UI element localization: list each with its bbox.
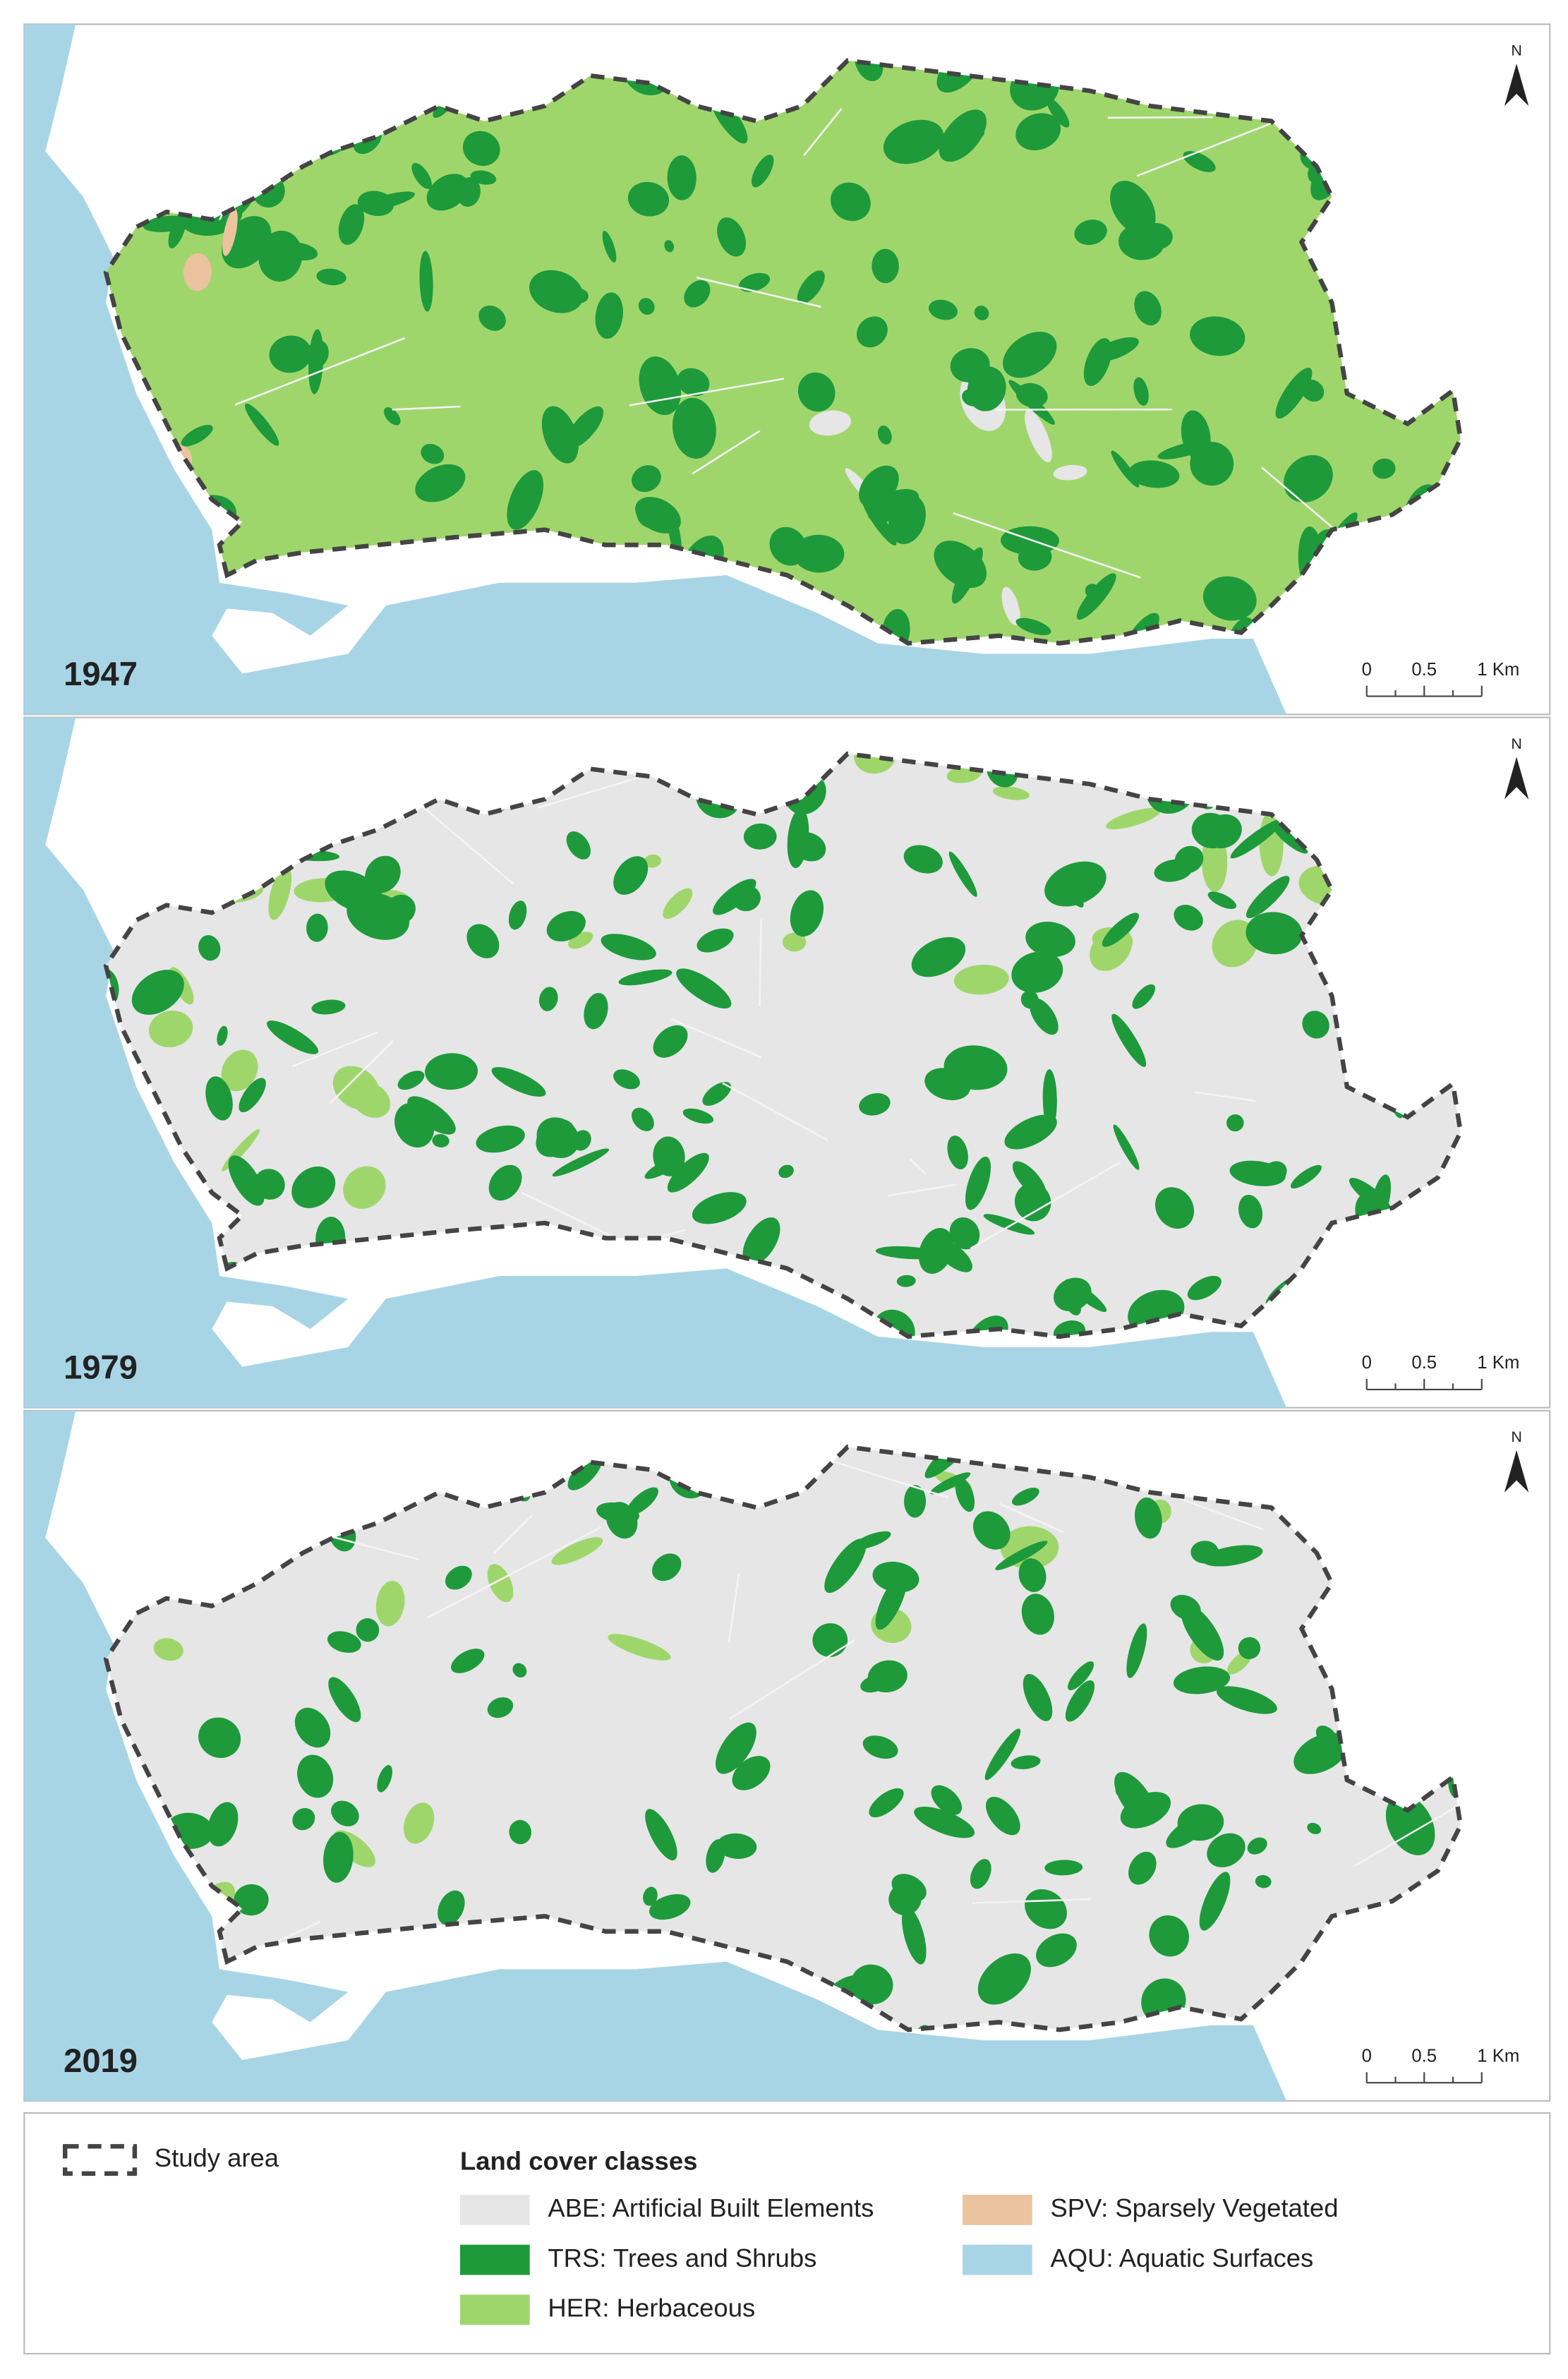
- legend-swatch: [963, 2245, 1032, 2275]
- legend-swatch: [460, 2294, 530, 2325]
- north-label: N: [1511, 735, 1521, 752]
- legend-swatch: [460, 2195, 530, 2225]
- scale-label: 0.5: [1411, 660, 1437, 680]
- year-label: 2019: [64, 2042, 138, 2079]
- map-panel: 2019 N 0 0.5 1 Km: [24, 1411, 1550, 2101]
- legend-study-area-label: Study area: [155, 2143, 279, 2172]
- legend-label: HER: Herbaceous: [548, 2294, 755, 2323]
- map-panel: 1947 N 0 0.5 1 Km: [24, 24, 1550, 714]
- scale-label: 0: [1362, 1353, 1372, 1373]
- scale-label: 0.5: [1411, 1353, 1437, 1373]
- legend-swatch: [460, 2245, 530, 2275]
- legend-label: TRS: Trees and Shrubs: [548, 2244, 816, 2272]
- road: [1108, 117, 1213, 118]
- year-label: 1947: [64, 655, 138, 692]
- scale-label: 0.5: [1411, 2047, 1437, 2066]
- scale-label: 1 Km: [1477, 1353, 1519, 1373]
- legend-label: ABE: Artificial Built Elements: [548, 2193, 874, 2222]
- scale-label: 0: [1362, 2047, 1372, 2066]
- north-label: N: [1511, 1428, 1521, 1445]
- scale-label: 1 Km: [1477, 2047, 1519, 2066]
- legend-swatch: [963, 2195, 1032, 2225]
- year-label: 1979: [64, 1348, 138, 1385]
- scale-label: 1 Km: [1477, 660, 1519, 680]
- legend-label: AQU: Aquatic Surfaces: [1050, 2244, 1313, 2272]
- legend-title: Land cover classes: [460, 2146, 697, 2175]
- legend: Study area Land cover classes ABE: Artific…: [24, 2113, 1550, 2354]
- map-panel: 1979 N 0 0.5 1 Km: [24, 718, 1550, 1408]
- north-label: N: [1511, 42, 1521, 59]
- legend-label: SPV: Sparsely Vegetated: [1050, 2193, 1338, 2222]
- scale-label: 0: [1362, 660, 1372, 680]
